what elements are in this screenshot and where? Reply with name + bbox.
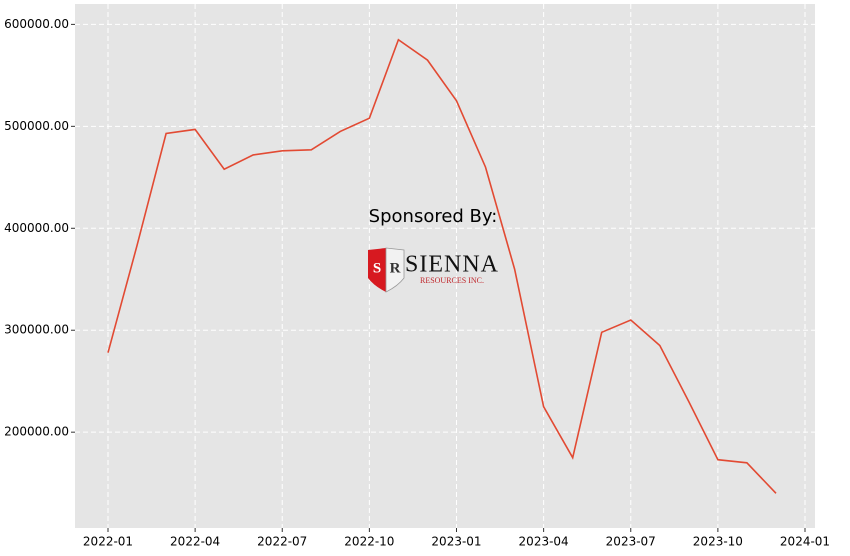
- x-tick-label: 2023-01: [431, 535, 481, 549]
- logo-initial: R: [390, 260, 401, 276]
- grid: [75, 4, 815, 528]
- x-tick-label: 2023-04: [519, 535, 569, 549]
- y-tick-label: 200000.00: [4, 425, 69, 439]
- line-series: [107, 38, 777, 494]
- y-tick-label: 300000.00: [4, 323, 69, 337]
- annotation: Sponsored By:: [369, 206, 498, 227]
- plot-area: [75, 4, 815, 528]
- x-tick-label: 2022-01: [83, 535, 133, 549]
- logo-name: SIENNA: [405, 252, 499, 278]
- y-tick-label: 400000.00: [4, 221, 69, 235]
- series: [107, 38, 777, 494]
- logo-initial: S: [373, 260, 381, 276]
- x-tick-label: 2022-04: [170, 535, 220, 549]
- logo: S R SIENNA RESOURCES INC.: [368, 247, 499, 293]
- y-tick-label: 600000.00: [4, 17, 69, 31]
- tick-labels: 200000.00 300000.00 400000.00 500000.00 6000…: [4, 17, 830, 549]
- x-tick-label: 2024-01: [780, 535, 830, 549]
- shield-left: [368, 248, 386, 292]
- x-tick-label: 2023-10: [693, 535, 743, 549]
- x-tick-label: 2022-07: [257, 535, 307, 549]
- x-tick-label: 2022-10: [344, 535, 394, 549]
- y-tick-label: 500000.00: [4, 119, 69, 133]
- x-tick-label: 2023-07: [606, 535, 656, 549]
- logo-subtitle: RESOURCES INC.: [420, 276, 484, 285]
- shield-right: [385, 247, 405, 293]
